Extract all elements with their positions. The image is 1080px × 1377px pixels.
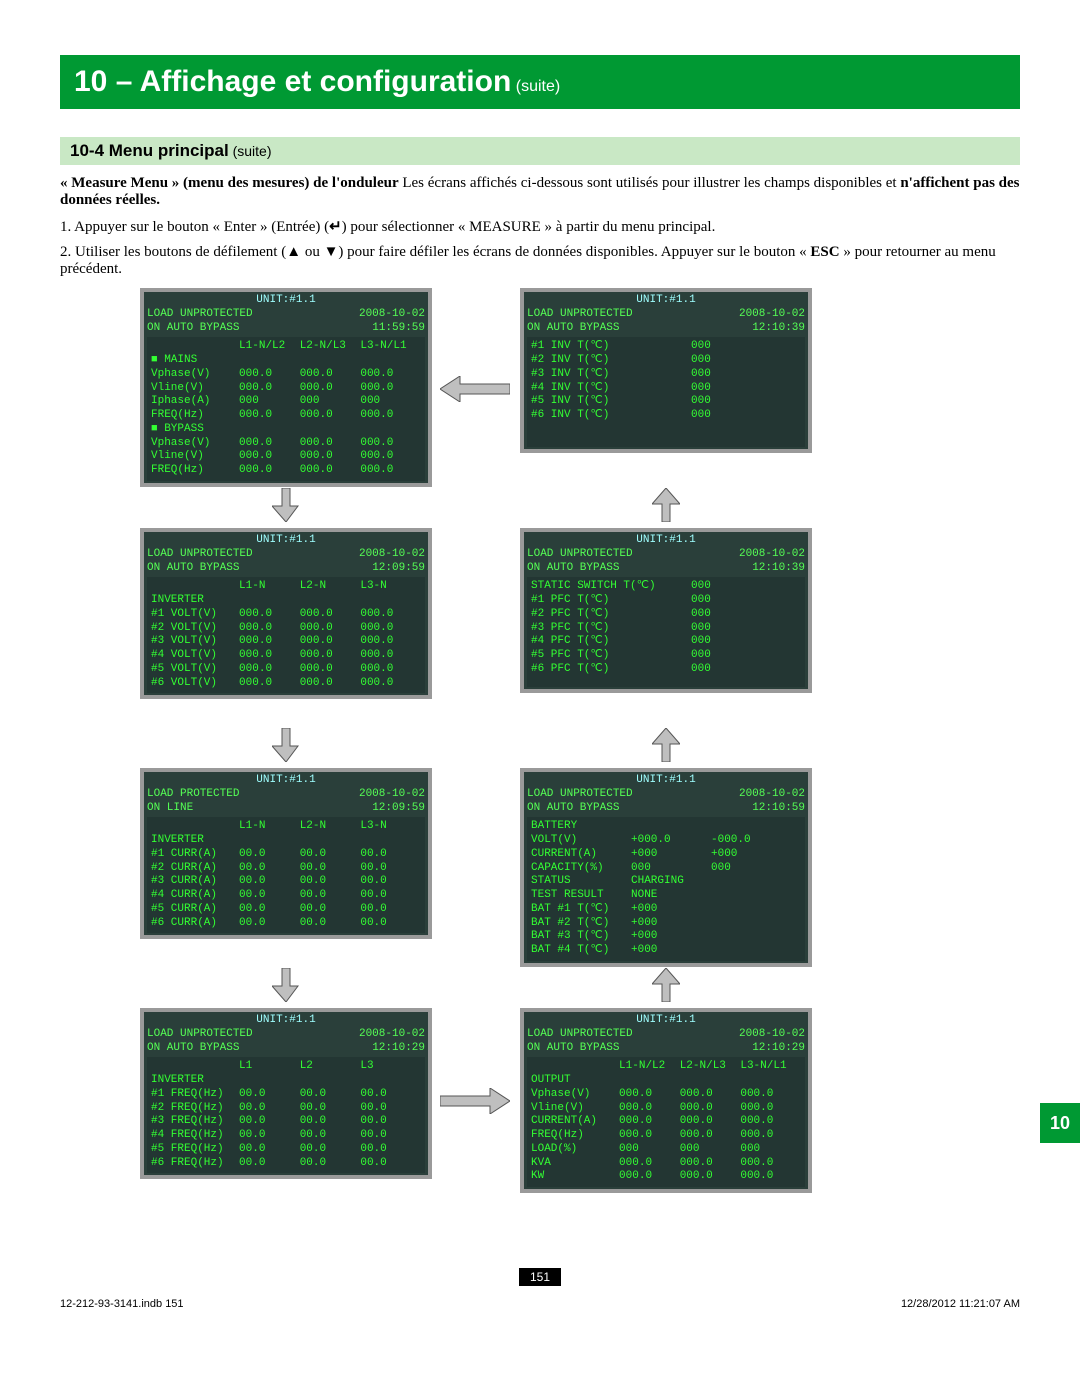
arrow-left-icon: [440, 376, 510, 402]
screen-inv-freq: UNIT:#1.1 LOAD UNPROTECTED2008-10-02 ON …: [140, 1008, 432, 1179]
arrow-down-icon: [272, 488, 300, 522]
screen-inv-curr: UNIT:#1.1 LOAD PROTECTED2008-10-02 ON LI…: [140, 768, 432, 939]
chapter-title: 10 – Affichage et configuration: [74, 65, 511, 98]
chapter-title-suffix: (suite): [516, 78, 560, 95]
up-triangle-icon: ▲: [286, 244, 301, 260]
section-heading: 10-4 Menu principal (suite): [60, 137, 1020, 165]
page-number: 151: [519, 1268, 561, 1286]
arrow-up-icon: [652, 728, 680, 762]
screen-mains: UNIT:#1.1 LOAD UNPROTECTED2008-10-02 ON …: [140, 288, 432, 487]
screen-inv-temp: UNIT:#1.1 LOAD UNPROTECTED2008-10-02 ON …: [520, 288, 812, 453]
screen-battery: UNIT:#1.1 LOAD UNPROTECTED2008-10-02 ON …: [520, 768, 812, 967]
down-triangle-icon: ▼: [324, 244, 339, 260]
section-tab: 10: [1040, 1103, 1080, 1143]
arrow-down-icon: [272, 728, 300, 762]
enter-icon: ↵: [329, 219, 342, 235]
arrow-right-icon: [440, 1088, 510, 1114]
screen-output: UNIT:#1.1 LOAD UNPROTECTED2008-10-02 ON …: [520, 1008, 812, 1193]
chapter-title-bar: 10 – Affichage et configuration (suite): [60, 55, 1020, 109]
step-1: 1. Appuyer sur le bouton « Enter » (Entr…: [60, 217, 1020, 236]
screen-pfc-temp: UNIT:#1.1 LOAD UNPROTECTED2008-10-02 ON …: [520, 528, 812, 693]
arrow-up-icon: [652, 488, 680, 522]
step-2: 2. Utiliser les boutons de défilement (▲…: [60, 244, 1020, 278]
screens-area: UNIT:#1.1 LOAD UNPROTECTED2008-10-02 ON …: [60, 288, 1020, 1258]
arrow-up-icon: [652, 968, 680, 1002]
arrow-down-icon: [272, 968, 300, 1002]
screen-inv-volt: UNIT:#1.1 LOAD UNPROTECTED2008-10-02 ON …: [140, 528, 432, 699]
print-footer: 12-212-93-3141.indb 151 12/28/2012 11:21…: [60, 1298, 1020, 1310]
intro-paragraph: « Measure Menu » (menu des mesures) de l…: [60, 175, 1020, 209]
